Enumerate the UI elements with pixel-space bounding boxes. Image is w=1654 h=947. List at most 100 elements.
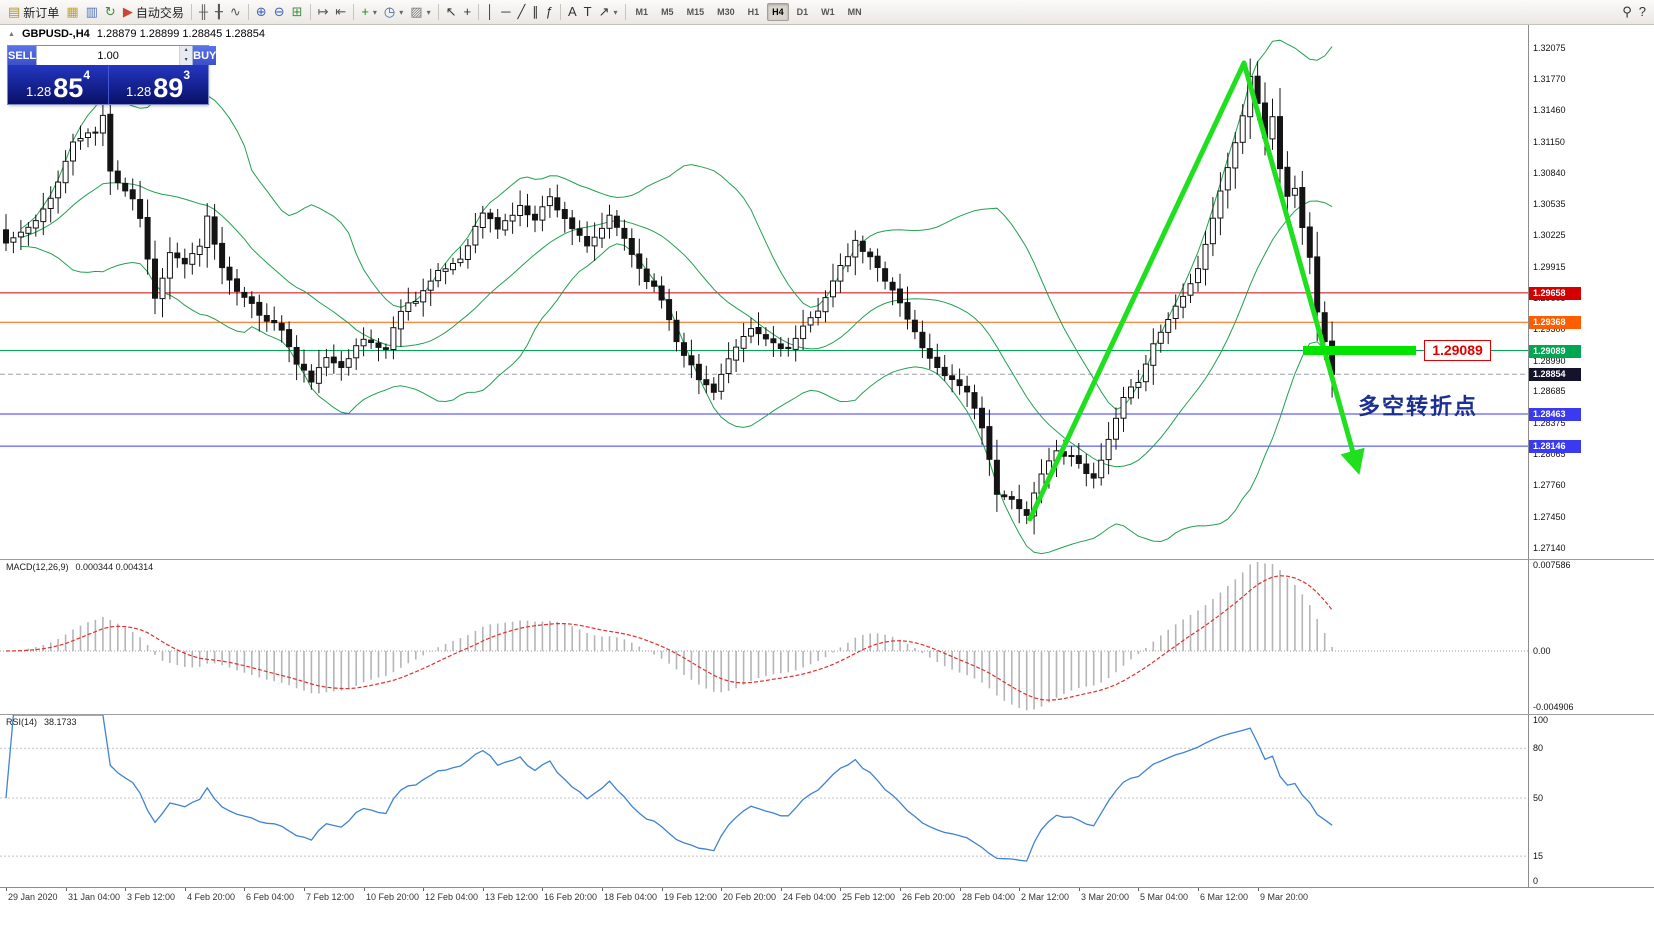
chevron-down-icon[interactable]: ▾ [426, 7, 431, 17]
collapse-icon[interactable]: ▲ [8, 30, 15, 38]
buy-price[interactable]: 1.28 89 3 [108, 65, 208, 104]
volume-down-icon[interactable]: ▾ [180, 55, 193, 65]
autotrading-icon: ▶ [122, 4, 133, 19]
search-icon-button[interactable]: ⚲ [1619, 2, 1635, 22]
market-watch-icon-button[interactable]: ▥ [83, 2, 101, 22]
buy-price-sup: 3 [183, 68, 191, 82]
timeframe-m30-button[interactable]: M30 [717, 7, 735, 17]
volume-input[interactable] [37, 46, 180, 65]
price-flag: 1.28854 [1529, 368, 1581, 381]
price-flag: 1.29089 [1529, 345, 1581, 358]
arrows-icon-button[interactable]: ↗ ▾ [596, 2, 621, 22]
panel-separator[interactable] [0, 559, 1654, 560]
macd-values: 0.000344 0.004314 [75, 562, 154, 572]
auto-scroll-icon-button[interactable]: ↦ [315, 2, 332, 22]
price-flag: 1.29658 [1529, 287, 1581, 300]
trendline-icon-button[interactable]: ╱ [514, 2, 528, 22]
rsi-axis[interactable]: 100 80 50 15 0 [1528, 715, 1654, 887]
new-order-button[interactable]: ▤ 新订单 [5, 2, 62, 22]
buy-button[interactable]: BUY [193, 46, 217, 65]
vertical-line-icon-button[interactable]: │ [483, 2, 497, 22]
macd-title: MACD(12,26,9) [6, 562, 69, 572]
time-tick [781, 888, 782, 891]
help-icon-button[interactable]: ? [1636, 2, 1649, 22]
fibonacci-icon-button[interactable]: ƒ [543, 2, 556, 22]
help-icon: ? [1638, 4, 1646, 19]
timeframe-m1-button[interactable]: M1 [635, 7, 649, 17]
time-tick [662, 888, 663, 891]
time-tick [6, 888, 7, 891]
line-chart-icon-button[interactable]: ∿ [227, 2, 244, 22]
candlestick-chart-icon-button[interactable]: ╂ [212, 2, 226, 22]
sell-price-big: 85 [53, 73, 84, 103]
price-tick-label: 1.28990 [1533, 356, 1566, 366]
time-tick [1019, 888, 1020, 891]
chart-shift-icon: ⇤ [335, 4, 347, 19]
text-box-icon-button[interactable]: T [581, 2, 595, 22]
time-tick [542, 888, 543, 891]
price-tick-label: 1.30535 [1533, 199, 1566, 209]
horizontal-line-icon-button[interactable]: ─ [498, 2, 513, 22]
turning-point-label[interactable]: 多空转折点 [1358, 394, 1479, 419]
indicators-icon: + [361, 4, 369, 19]
text-label-icon-button[interactable]: A [565, 2, 580, 22]
sell-price[interactable]: 1.28 85 4 [8, 65, 108, 104]
time-tick [304, 888, 305, 891]
timeframe-d1-button[interactable]: D1 [796, 7, 809, 17]
zoom-in-icon-button[interactable]: ⊕ [253, 2, 270, 22]
indicators-icon-button[interactable]: + ▾ [358, 2, 380, 22]
timeframe-m15-button[interactable]: M15 [686, 7, 705, 17]
equidistant-channel-icon-button[interactable]: ∥ [529, 2, 542, 22]
timeframe-w1-button[interactable]: W1 [821, 7, 835, 17]
timeframe-h4-button[interactable]: H4 [767, 3, 789, 21]
panel-separator[interactable] [0, 714, 1654, 715]
macd-tick-label: 0.007586 [1533, 560, 1571, 570]
time-label: 6 Mar 12:00 [1200, 892, 1249, 902]
timeframe-mn-button[interactable]: MN [847, 7, 862, 17]
rsi-tick-label: 80 [1533, 743, 1544, 753]
cursor-icon-button[interactable]: ↖ [443, 2, 460, 22]
chevron-down-icon[interactable]: ▾ [399, 7, 404, 17]
price-axis[interactable]: 1.32075 1.31770 1.31460 1.31150 1.30840 1.305… [1528, 25, 1654, 559]
price-tick-label: 1.29300 [1533, 324, 1566, 334]
chevron-down-icon[interactable]: ▾ [613, 7, 618, 17]
chart-layouts-icon-button[interactable]: ▦ [63, 2, 81, 22]
time-tick [185, 888, 186, 891]
bar-chart-icon-button[interactable]: ╫ [196, 2, 211, 22]
main-chart-canvas[interactable] [0, 25, 1528, 559]
chevron-down-icon[interactable]: ▾ [372, 7, 377, 17]
time-label: 31 Jan 04:00 [68, 892, 121, 902]
timeframe-h1-button[interactable]: H1 [747, 7, 760, 17]
market-watch-icon: ▥ [85, 4, 98, 19]
symbol-ohlc: 1.28879 1.28899 1.28845 1.28854 [96, 28, 265, 40]
crosshair-icon-button[interactable]: + [461, 2, 475, 22]
sell-price-small: 1.28 [25, 84, 52, 99]
price-flag: 1.29368 [1529, 316, 1581, 329]
equidistant-channel-icon: ∥ [532, 4, 539, 19]
zoom-out-icon-button[interactable]: ⊖ [271, 2, 288, 22]
toolbar-separator [624, 4, 626, 20]
time-tick [423, 888, 424, 891]
time-axis[interactable]: 29 Jan 2020 31 Jan 04:00 3 Feb 12:00 4 Feb … [0, 887, 1654, 947]
volume-up-icon[interactable]: ▴ [180, 46, 193, 56]
templates-icon: ▨ [410, 4, 423, 19]
time-label: 19 Feb 12:00 [664, 892, 718, 902]
templates-icon-button[interactable]: ▨ ▾ [407, 2, 433, 22]
periods-icon-button[interactable]: ◷ ▾ [381, 2, 406, 22]
macd-canvas[interactable] [0, 560, 1528, 714]
autotrading-button[interactable]: ▶ 自动交易 [120, 2, 187, 22]
time-tick [960, 888, 961, 891]
tile-windows-icon-button[interactable]: ⊞ [289, 2, 306, 22]
sell-button[interactable]: SELL [8, 46, 37, 65]
price-callout[interactable]: 1.29089 [1424, 340, 1491, 361]
timeframe-m5-button[interactable]: M5 [661, 7, 674, 17]
rsi-canvas[interactable] [0, 715, 1528, 887]
main-chart-panel: 1.32075 1.31770 1.31460 1.31150 1.30840 1.305… [0, 25, 1654, 559]
chart-shift-icon-button[interactable]: ⇤ [332, 2, 349, 22]
refresh-icon-button[interactable]: ↻ [102, 2, 119, 22]
bar-chart-icon: ╫ [198, 4, 209, 19]
price-tick-label: 1.32075 [1533, 43, 1566, 53]
time-tick [1079, 888, 1080, 891]
macd-axis[interactable]: 0.007586 0.00 -0.004906 [1528, 560, 1654, 714]
price-tick-label: 1.28065 [1533, 449, 1566, 459]
